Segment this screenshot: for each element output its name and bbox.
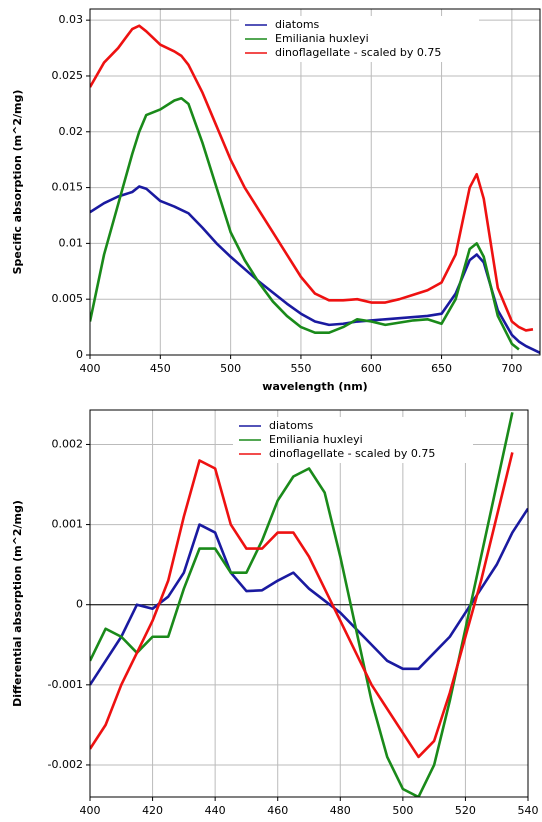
- y-tick-label: -0.002: [48, 758, 83, 771]
- x-tick-label: 700: [501, 362, 522, 375]
- legend-label: dinoflagellate - scaled by 0.75: [269, 447, 435, 460]
- y-tick-label: -0.001: [48, 678, 83, 691]
- x-tick-label: 480: [330, 804, 351, 817]
- plot-lines: [90, 24, 540, 354]
- y-tick-label: 0.025: [52, 69, 84, 82]
- y-tick-label: 0.02: [59, 125, 84, 138]
- data-line: [90, 412, 514, 797]
- data-line: [90, 452, 514, 759]
- x-tick-label: 500: [392, 804, 413, 817]
- data-line: [90, 24, 534, 332]
- x-tick-label: 520: [455, 804, 476, 817]
- data-line: [90, 185, 540, 354]
- legend-label: diatoms: [269, 419, 314, 432]
- y-tick-label: 0.015: [52, 181, 84, 194]
- legend-box: [233, 417, 473, 463]
- x-tick-label: 460: [267, 804, 288, 817]
- plot-frame: [89, 8, 541, 356]
- y-tick-label: 0.001: [52, 518, 84, 531]
- plot-lines: [90, 412, 528, 797]
- legend-label: diatoms: [275, 18, 320, 31]
- x-tick-label: 450: [150, 362, 171, 375]
- data-line: [90, 507, 528, 686]
- legend-label: Emiliania huxleyi: [269, 433, 363, 446]
- x-tick-label: 400: [80, 362, 101, 375]
- y-tick-label: 0.005: [52, 292, 84, 305]
- data-line: [90, 96, 520, 351]
- x-tick-label: 420: [142, 804, 163, 817]
- x-tick-label: 600: [361, 362, 382, 375]
- x-tick-label: 400: [80, 804, 101, 817]
- y-axis-label: Specific absorption (m^2/mg): [11, 90, 24, 275]
- x-tick-label: 540: [518, 804, 539, 817]
- y-tick-label: 0: [76, 598, 83, 611]
- y-tick-label: 0: [76, 348, 83, 361]
- y-axis-label: Differential absorption (m^2/mg): [11, 500, 24, 707]
- x-tick-label: 440: [205, 804, 226, 817]
- x-axis-label: wavelength (nm): [262, 380, 367, 393]
- x-tick-label: 650: [431, 362, 452, 375]
- plot-frame: [89, 409, 529, 798]
- legend-label: dinoflagellate - scaled by 0.75: [275, 46, 441, 59]
- x-tick-label: 500: [220, 362, 241, 375]
- legend-label: Emiliania huxleyi: [275, 32, 369, 45]
- y-tick-label: 0.03: [59, 13, 84, 26]
- y-tick-label: 0.002: [52, 437, 84, 450]
- x-tick-label: 550: [290, 362, 311, 375]
- y-tick-label: 0.01: [59, 236, 84, 249]
- legend-box: [239, 16, 479, 62]
